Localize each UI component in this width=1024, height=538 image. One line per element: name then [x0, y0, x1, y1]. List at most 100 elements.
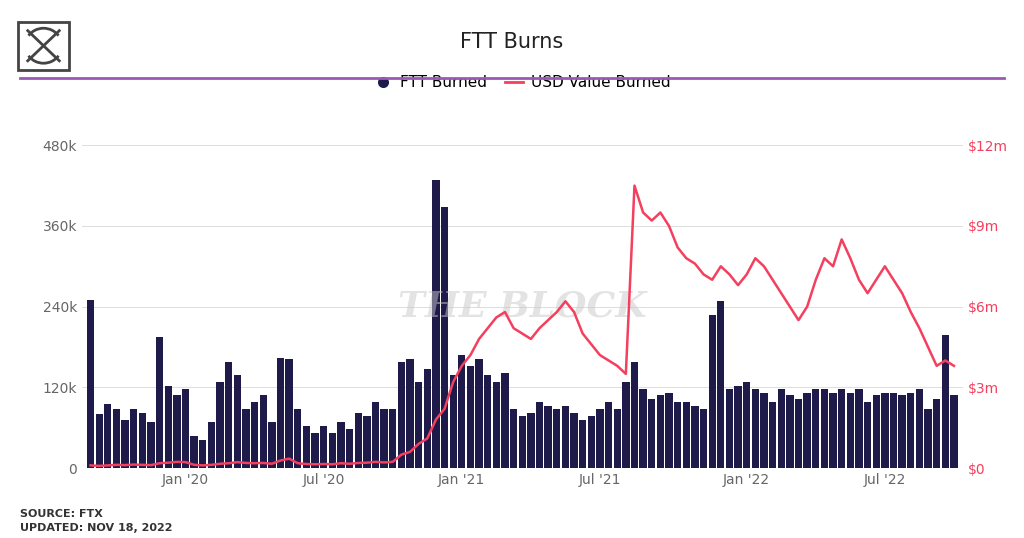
Bar [450, 376, 457, 468]
Bar [804, 393, 811, 468]
Bar [562, 406, 569, 468]
Bar [95, 414, 102, 468]
Bar [726, 388, 733, 468]
Bar [613, 409, 621, 468]
Bar [812, 388, 819, 468]
Bar [795, 399, 802, 468]
Bar [354, 413, 361, 468]
Bar [631, 362, 638, 468]
Bar [251, 402, 258, 468]
Bar [407, 359, 414, 468]
Bar [847, 393, 854, 468]
Bar [656, 395, 664, 468]
Text: FTT Burns: FTT Burns [461, 32, 563, 52]
Bar [855, 388, 862, 468]
Bar [579, 420, 587, 468]
Bar [915, 388, 923, 468]
Bar [381, 409, 388, 468]
Bar [243, 409, 250, 468]
Text: THE BLOCK: THE BLOCK [398, 289, 646, 324]
Bar [484, 376, 492, 468]
Bar [303, 426, 310, 468]
Bar [553, 409, 560, 468]
Bar [147, 422, 155, 468]
Bar [389, 409, 396, 468]
Bar [311, 433, 318, 468]
Bar [502, 372, 509, 468]
Bar [372, 402, 379, 468]
Bar [130, 409, 137, 468]
Bar [268, 422, 275, 468]
Bar [165, 386, 172, 468]
Bar [786, 395, 794, 468]
Bar [233, 376, 241, 468]
Bar [286, 359, 293, 468]
Bar [699, 409, 708, 468]
Bar [337, 422, 345, 468]
Bar [674, 402, 681, 468]
Bar [432, 180, 439, 468]
Bar [319, 426, 328, 468]
Bar [527, 413, 535, 468]
Bar [925, 409, 932, 468]
Bar [475, 359, 482, 468]
Bar [821, 388, 828, 468]
Bar [346, 429, 353, 468]
Bar [734, 386, 741, 468]
Bar [605, 402, 612, 468]
Bar [216, 382, 223, 468]
Bar [156, 337, 163, 468]
Bar [950, 395, 957, 468]
Bar [397, 362, 406, 468]
Bar [329, 433, 336, 468]
Legend: FTT Burned, USD Value Burned: FTT Burned, USD Value Burned [368, 69, 677, 96]
Bar [208, 422, 215, 468]
Bar [907, 393, 914, 468]
Bar [294, 409, 301, 468]
Bar [276, 358, 285, 468]
Bar [173, 395, 180, 468]
Bar [691, 406, 698, 468]
Bar [424, 369, 431, 468]
Bar [777, 388, 785, 468]
Bar [890, 393, 897, 468]
Bar [709, 315, 716, 468]
Bar [838, 388, 846, 468]
Bar [872, 395, 880, 468]
Bar [760, 393, 768, 468]
Bar [364, 416, 371, 468]
Bar [666, 393, 673, 468]
Bar [182, 388, 189, 468]
Bar [898, 395, 906, 468]
Bar [458, 355, 466, 468]
Bar [648, 399, 655, 468]
Bar [752, 388, 759, 468]
Bar [190, 436, 198, 468]
Bar [596, 409, 603, 468]
Bar [122, 420, 129, 468]
Bar [536, 402, 543, 468]
Bar [104, 404, 112, 468]
Bar [225, 362, 232, 468]
Bar [518, 416, 526, 468]
Bar [623, 382, 630, 468]
Bar [441, 207, 449, 468]
Bar [113, 409, 120, 468]
Bar [882, 393, 889, 468]
Bar [415, 382, 422, 468]
Bar [933, 399, 940, 468]
Bar [864, 402, 871, 468]
Bar [639, 388, 647, 468]
Bar [588, 416, 595, 468]
Bar [87, 300, 94, 468]
Bar [510, 409, 517, 468]
Bar [138, 413, 146, 468]
Text: SOURCE: FTX
UPDATED: NOV 18, 2022: SOURCE: FTX UPDATED: NOV 18, 2022 [20, 508, 173, 533]
Bar [570, 413, 578, 468]
Bar [467, 366, 474, 468]
Bar [199, 440, 207, 468]
Bar [493, 382, 500, 468]
Bar [683, 402, 690, 468]
Bar [942, 335, 949, 468]
Bar [545, 406, 552, 468]
